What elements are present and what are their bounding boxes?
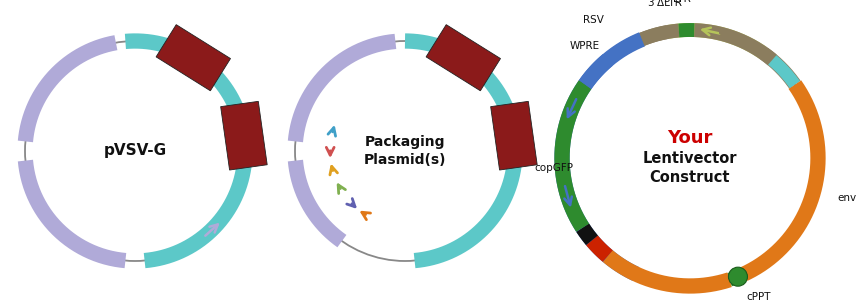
Text: pVSV-G: pVSV-G (103, 144, 167, 158)
Circle shape (728, 267, 747, 286)
Text: 5’LTR: 5’LTR (663, 0, 691, 4)
Text: cPPT: cPPT (746, 292, 771, 302)
Text: WPRE: WPRE (569, 41, 599, 51)
Text: Your: Your (667, 129, 713, 147)
Polygon shape (221, 102, 267, 170)
Text: Packaging
Plasmid(s): Packaging Plasmid(s) (364, 135, 446, 167)
Text: 3’ΔLTR: 3’ΔLTR (647, 0, 682, 8)
Text: env: env (838, 193, 857, 203)
Text: copGFP: copGFP (534, 163, 573, 173)
Text: Lentivector
Construct: Lentivector Construct (642, 151, 737, 185)
Polygon shape (156, 25, 230, 91)
Text: RSV: RSV (583, 15, 604, 25)
Polygon shape (426, 25, 501, 91)
Polygon shape (491, 102, 538, 170)
